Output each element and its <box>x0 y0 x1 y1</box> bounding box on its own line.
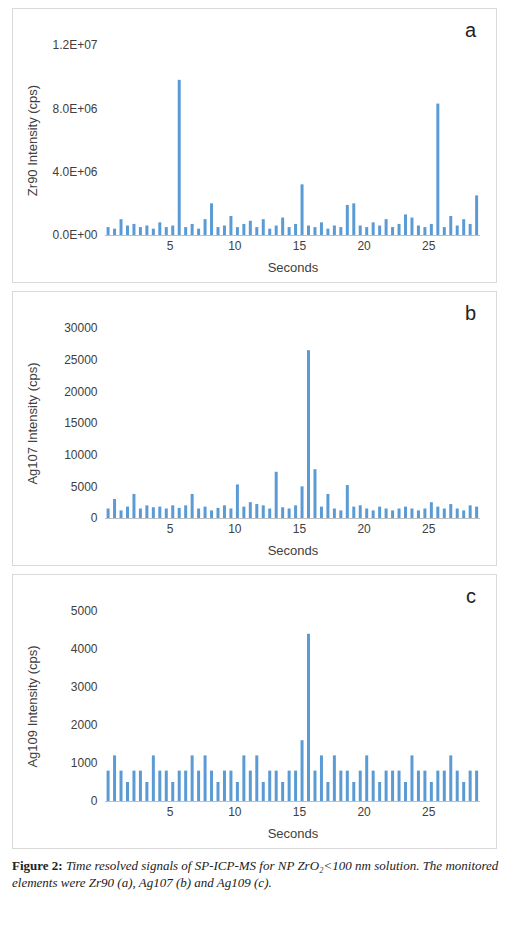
svg-text:4000: 4000 <box>71 642 98 656</box>
svg-text:1.2E+07: 1.2E+07 <box>52 38 97 52</box>
svg-text:10: 10 <box>228 805 242 819</box>
html-text:c: c <box>466 585 476 607</box>
svg-text:3000: 3000 <box>71 680 98 694</box>
svg-text:Seconds: Seconds <box>268 826 319 841</box>
svg-text:4.0E+06: 4.0E+06 <box>52 165 97 179</box>
svg-text:1000: 1000 <box>71 756 98 770</box>
svg-text:20: 20 <box>357 522 371 536</box>
html-text:b: b <box>464 302 476 324</box>
html-text:a: a <box>464 19 476 41</box>
svg-text:Ag109 Intensity (cps): Ag109 Intensity (cps) <box>25 645 40 767</box>
svg-text:10: 10 <box>228 239 242 253</box>
svg-text:15: 15 <box>293 805 307 819</box>
svg-text:Ag107 Intensity (cps): Ag107 Intensity (cps) <box>25 362 40 484</box>
svg-text:10: 10 <box>228 522 242 536</box>
svg-text:20: 20 <box>357 239 371 253</box>
svg-text:0: 0 <box>91 794 98 808</box>
svg-text:5000: 5000 <box>71 604 98 618</box>
svg-text:30000: 30000 <box>64 321 98 335</box>
svg-text:0: 0 <box>91 511 98 525</box>
svg-text:10000: 10000 <box>64 448 98 462</box>
svg-text:5: 5 <box>167 805 174 819</box>
svg-text:5: 5 <box>167 522 174 536</box>
svg-text:0.0E+00: 0.0E+00 <box>52 228 97 242</box>
svg-text:25: 25 <box>422 239 436 253</box>
svg-text:2000: 2000 <box>71 718 98 732</box>
svg-text:25000: 25000 <box>64 353 98 367</box>
svg-text:5: 5 <box>167 239 174 253</box>
svg-text:Zr90 Intensity (cps): Zr90 Intensity (cps) <box>25 85 40 196</box>
svg-text:Seconds: Seconds <box>268 260 319 275</box>
svg-text:5000: 5000 <box>71 480 98 494</box>
svg-text:20000: 20000 <box>64 385 98 399</box>
svg-text:25: 25 <box>422 522 436 536</box>
svg-text:Seconds: Seconds <box>268 543 319 558</box>
svg-text:15000: 15000 <box>64 416 98 430</box>
html-text:Figure 2: Time resolved signal: Figure 2: Time resolved signals of SP-IC… <box>12 858 499 890</box>
svg-text:15: 15 <box>293 239 307 253</box>
svg-text:25: 25 <box>422 805 436 819</box>
svg-text:8.0E+06: 8.0E+06 <box>52 102 97 116</box>
svg-text:15: 15 <box>293 522 307 536</box>
svg-text:20: 20 <box>357 805 371 819</box>
